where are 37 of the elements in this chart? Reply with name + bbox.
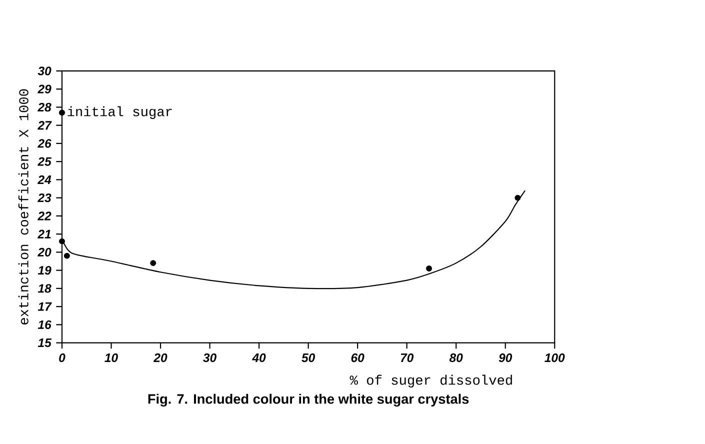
text: Fig. 7. Included colour in the white sugar crystals (148, 394, 469, 407)
x-tick-label: 80 (449, 354, 463, 362)
x-tick-label: 0 (59, 354, 66, 362)
x-tick-label: 60 (351, 354, 364, 362)
y-tick-label: 20 (38, 248, 52, 257)
x-tick-label: 30 (203, 354, 216, 362)
x-tick-label: 90 (498, 354, 512, 362)
x-tick-label: 70 (400, 354, 414, 362)
point (58, 110, 65, 116)
point (64, 253, 70, 260)
x-tick-label: 20 (154, 354, 168, 362)
y-tick-label: 18 (38, 284, 52, 294)
x-tick-label: 40 (252, 354, 266, 362)
y-tick-label: 24 (38, 176, 52, 184)
y-axis-title: extinction coefficient X 1000 (18, 90, 28, 325)
point (58, 238, 65, 245)
point (150, 260, 156, 266)
y-tick-label: 21 (38, 230, 51, 239)
x-tick-label: 100 (544, 354, 565, 362)
point (426, 266, 432, 272)
y-tick-label: 17 (38, 302, 52, 312)
y-tick-label: 25 (38, 157, 52, 166)
y-tick-label: 22 (38, 212, 52, 220)
y-tick-label: 23 (38, 194, 52, 202)
annotation: initial sugar (68, 106, 172, 120)
x-tick-label: 50 (302, 354, 316, 362)
y-tick-label: 30 (38, 66, 52, 76)
y-tick-label: 28 (38, 103, 52, 112)
y-tick-label: 15 (38, 338, 52, 348)
y-tick-label: 29 (38, 84, 52, 94)
y-tick-label: 16 (38, 320, 52, 330)
y-tick-label: 27 (38, 121, 52, 130)
y-tick-label: 19 (38, 266, 52, 275)
x-tick-label: 10 (104, 354, 118, 362)
y-tick-label: 26 (38, 139, 52, 148)
x-axis-title: % of suger dissolved (350, 375, 512, 388)
point (514, 195, 521, 202)
